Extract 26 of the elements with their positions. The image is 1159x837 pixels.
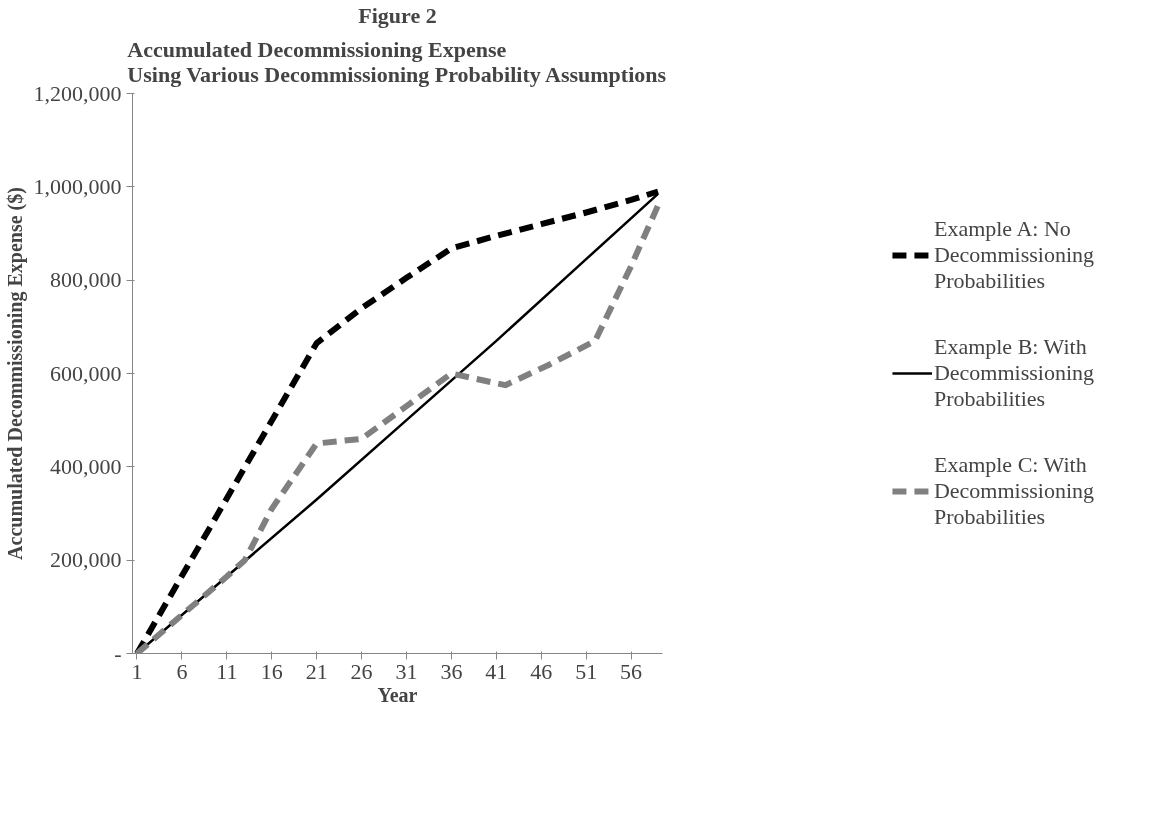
y-tick-label: 400,000 [50,453,122,479]
legend-label: Example A: No Decommissioning Probabilities [933,216,1095,294]
x-tick-label: 6 [176,658,188,684]
chart-title: Figure 2 [358,2,437,28]
x-tick-label: 51 [575,658,598,684]
y-tick-label: 600,000 [50,360,122,386]
x-tick-label: 26 [350,658,373,684]
y-tick-label: - [114,640,122,666]
y-axis-title: Accumulated Decommissioning Expense ($) [3,187,27,560]
x-tick-label: 11 [216,658,238,684]
y-tick-label: 1,200,000 [33,80,122,106]
x-tick-label: 46 [530,658,553,684]
x-tick-label: 36 [440,658,463,684]
y-tick-label: 800,000 [50,267,122,293]
x-tick-label: 16 [260,658,283,684]
y-tick-label: 200,000 [50,547,122,573]
x-tick-label: 56 [620,658,643,684]
chart-subtitle: Accumulated Decommissioning Expense Using Various Decommissioning Probability Assumptions [127,36,667,87]
x-tick-label: 41 [485,658,508,684]
x-tick-label: 21 [305,658,328,684]
legend-label: Example B: With Decommissioning Probabilities [933,334,1095,412]
x-axis-title: Year [377,683,418,706]
x-tick-label: 1 [131,658,143,684]
x-tick-label: 31 [395,658,418,684]
legend-label: Example C: With Decommissioning Probabilities [933,452,1095,530]
y-tick-label: 1,000,000 [33,173,122,199]
